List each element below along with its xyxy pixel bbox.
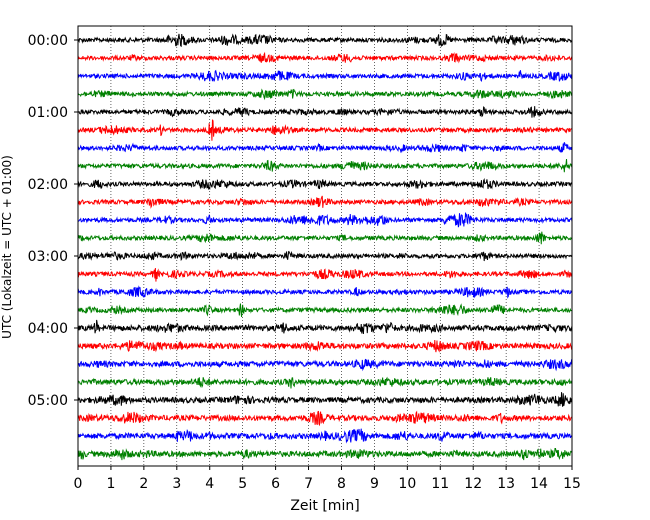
plot-frame <box>77 25 573 467</box>
y-tick-label: 03:00 <box>28 249 68 265</box>
x-tick-label: 7 <box>304 476 313 492</box>
trace-layer <box>77 33 573 461</box>
trace-0 <box>77 33 573 48</box>
x-tick-label: 15 <box>563 476 581 492</box>
trace-19 <box>77 376 573 389</box>
trace-3 <box>77 88 573 101</box>
y-ticks: 00:00 01:00 02:00 03:00 04:00 05:00 <box>28 33 78 409</box>
x-ticks: 0 1 2 3 4 5 6 7 8 9 10 11 12 13 14 15 <box>74 466 581 492</box>
trace-20 <box>77 392 573 407</box>
x-tick-label: 6 <box>271 476 280 492</box>
x-tick-label: 2 <box>139 476 148 492</box>
trace-5 <box>77 119 573 141</box>
trace-8 <box>77 178 573 191</box>
y-tick-label: 05:00 <box>28 393 68 409</box>
trace-21 <box>77 410 573 427</box>
y-tick-label: 02:00 <box>28 177 68 193</box>
grid-layer <box>110 26 540 466</box>
x-tick-label: 5 <box>238 476 247 492</box>
y-axis-label: UTC (Lokalzeit = UTC + 01:00) <box>0 155 14 339</box>
x-tick-label: 1 <box>106 476 115 492</box>
x-tick-label: 9 <box>370 476 379 492</box>
trace-15 <box>77 303 573 317</box>
trace-6 <box>77 142 573 154</box>
x-tick-label: 4 <box>205 476 214 492</box>
x-tick-label: 10 <box>398 476 416 492</box>
trace-14 <box>77 285 573 299</box>
x-tick-label: 14 <box>530 476 548 492</box>
x-tick-label: 3 <box>172 476 181 492</box>
y-tick-label: 00:00 <box>28 33 68 49</box>
trace-18 <box>77 358 573 372</box>
trace-23 <box>77 447 573 461</box>
trace-1 <box>77 51 573 64</box>
trace-13 <box>77 268 573 282</box>
trace-4 <box>77 106 573 118</box>
trace-11 <box>77 231 573 245</box>
y-tick-label: 04:00 <box>28 321 68 337</box>
trace-12 <box>77 250 573 262</box>
trace-7 <box>77 158 573 173</box>
x-tick-label: 13 <box>497 476 515 492</box>
trace-10 <box>77 212 573 228</box>
y-tick-label: 01:00 <box>28 105 68 121</box>
x-tick-label: 11 <box>431 476 449 492</box>
x-axis-label: Zeit [min] <box>290 498 359 514</box>
x-tick-label: 12 <box>464 476 482 492</box>
x-tick-label: 0 <box>74 476 83 492</box>
trace-17 <box>77 339 573 353</box>
x-tick-label: 8 <box>337 476 346 492</box>
trace-16 <box>77 319 573 335</box>
trace-9 <box>77 195 573 209</box>
trace-22 <box>77 428 573 444</box>
trace-2 <box>77 69 573 82</box>
